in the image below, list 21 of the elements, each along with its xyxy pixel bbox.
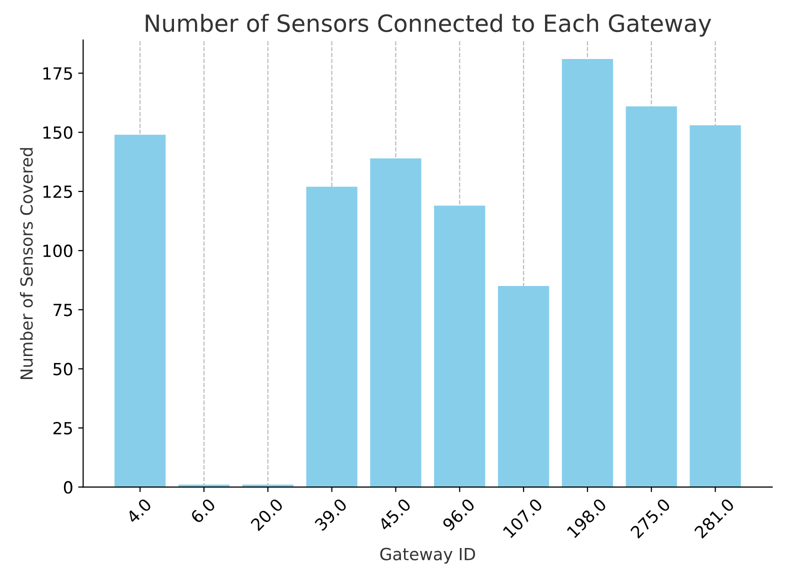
x-axis-title: Gateway ID — [380, 548, 476, 564]
x-tick-label: 4.0 — [126, 498, 152, 524]
bar — [370, 158, 422, 488]
y-tick-label: 75 — [54, 304, 72, 316]
bar — [498, 286, 550, 488]
y-tick-label: 150 — [43, 126, 72, 139]
chart-title: Number of Sensors Connected to Each Gateway — [146, 14, 712, 37]
bar — [114, 134, 166, 488]
y-tick-label: 25 — [53, 422, 72, 434]
y-tick-label: 100 — [43, 244, 72, 258]
y-tick-label: 175 — [43, 67, 72, 80]
y-tick-label: 0 — [64, 481, 72, 494]
bar — [306, 186, 358, 488]
bar — [626, 106, 677, 488]
bar — [562, 59, 614, 488]
y-tick-label: 125 — [43, 185, 72, 198]
y-tick-label: 50 — [54, 362, 72, 376]
bar — [434, 206, 486, 488]
x-tick-label: 6.0 — [190, 498, 216, 524]
y-axis-title: Number of Sensors Covered — [20, 148, 33, 379]
bar — [690, 125, 741, 488]
